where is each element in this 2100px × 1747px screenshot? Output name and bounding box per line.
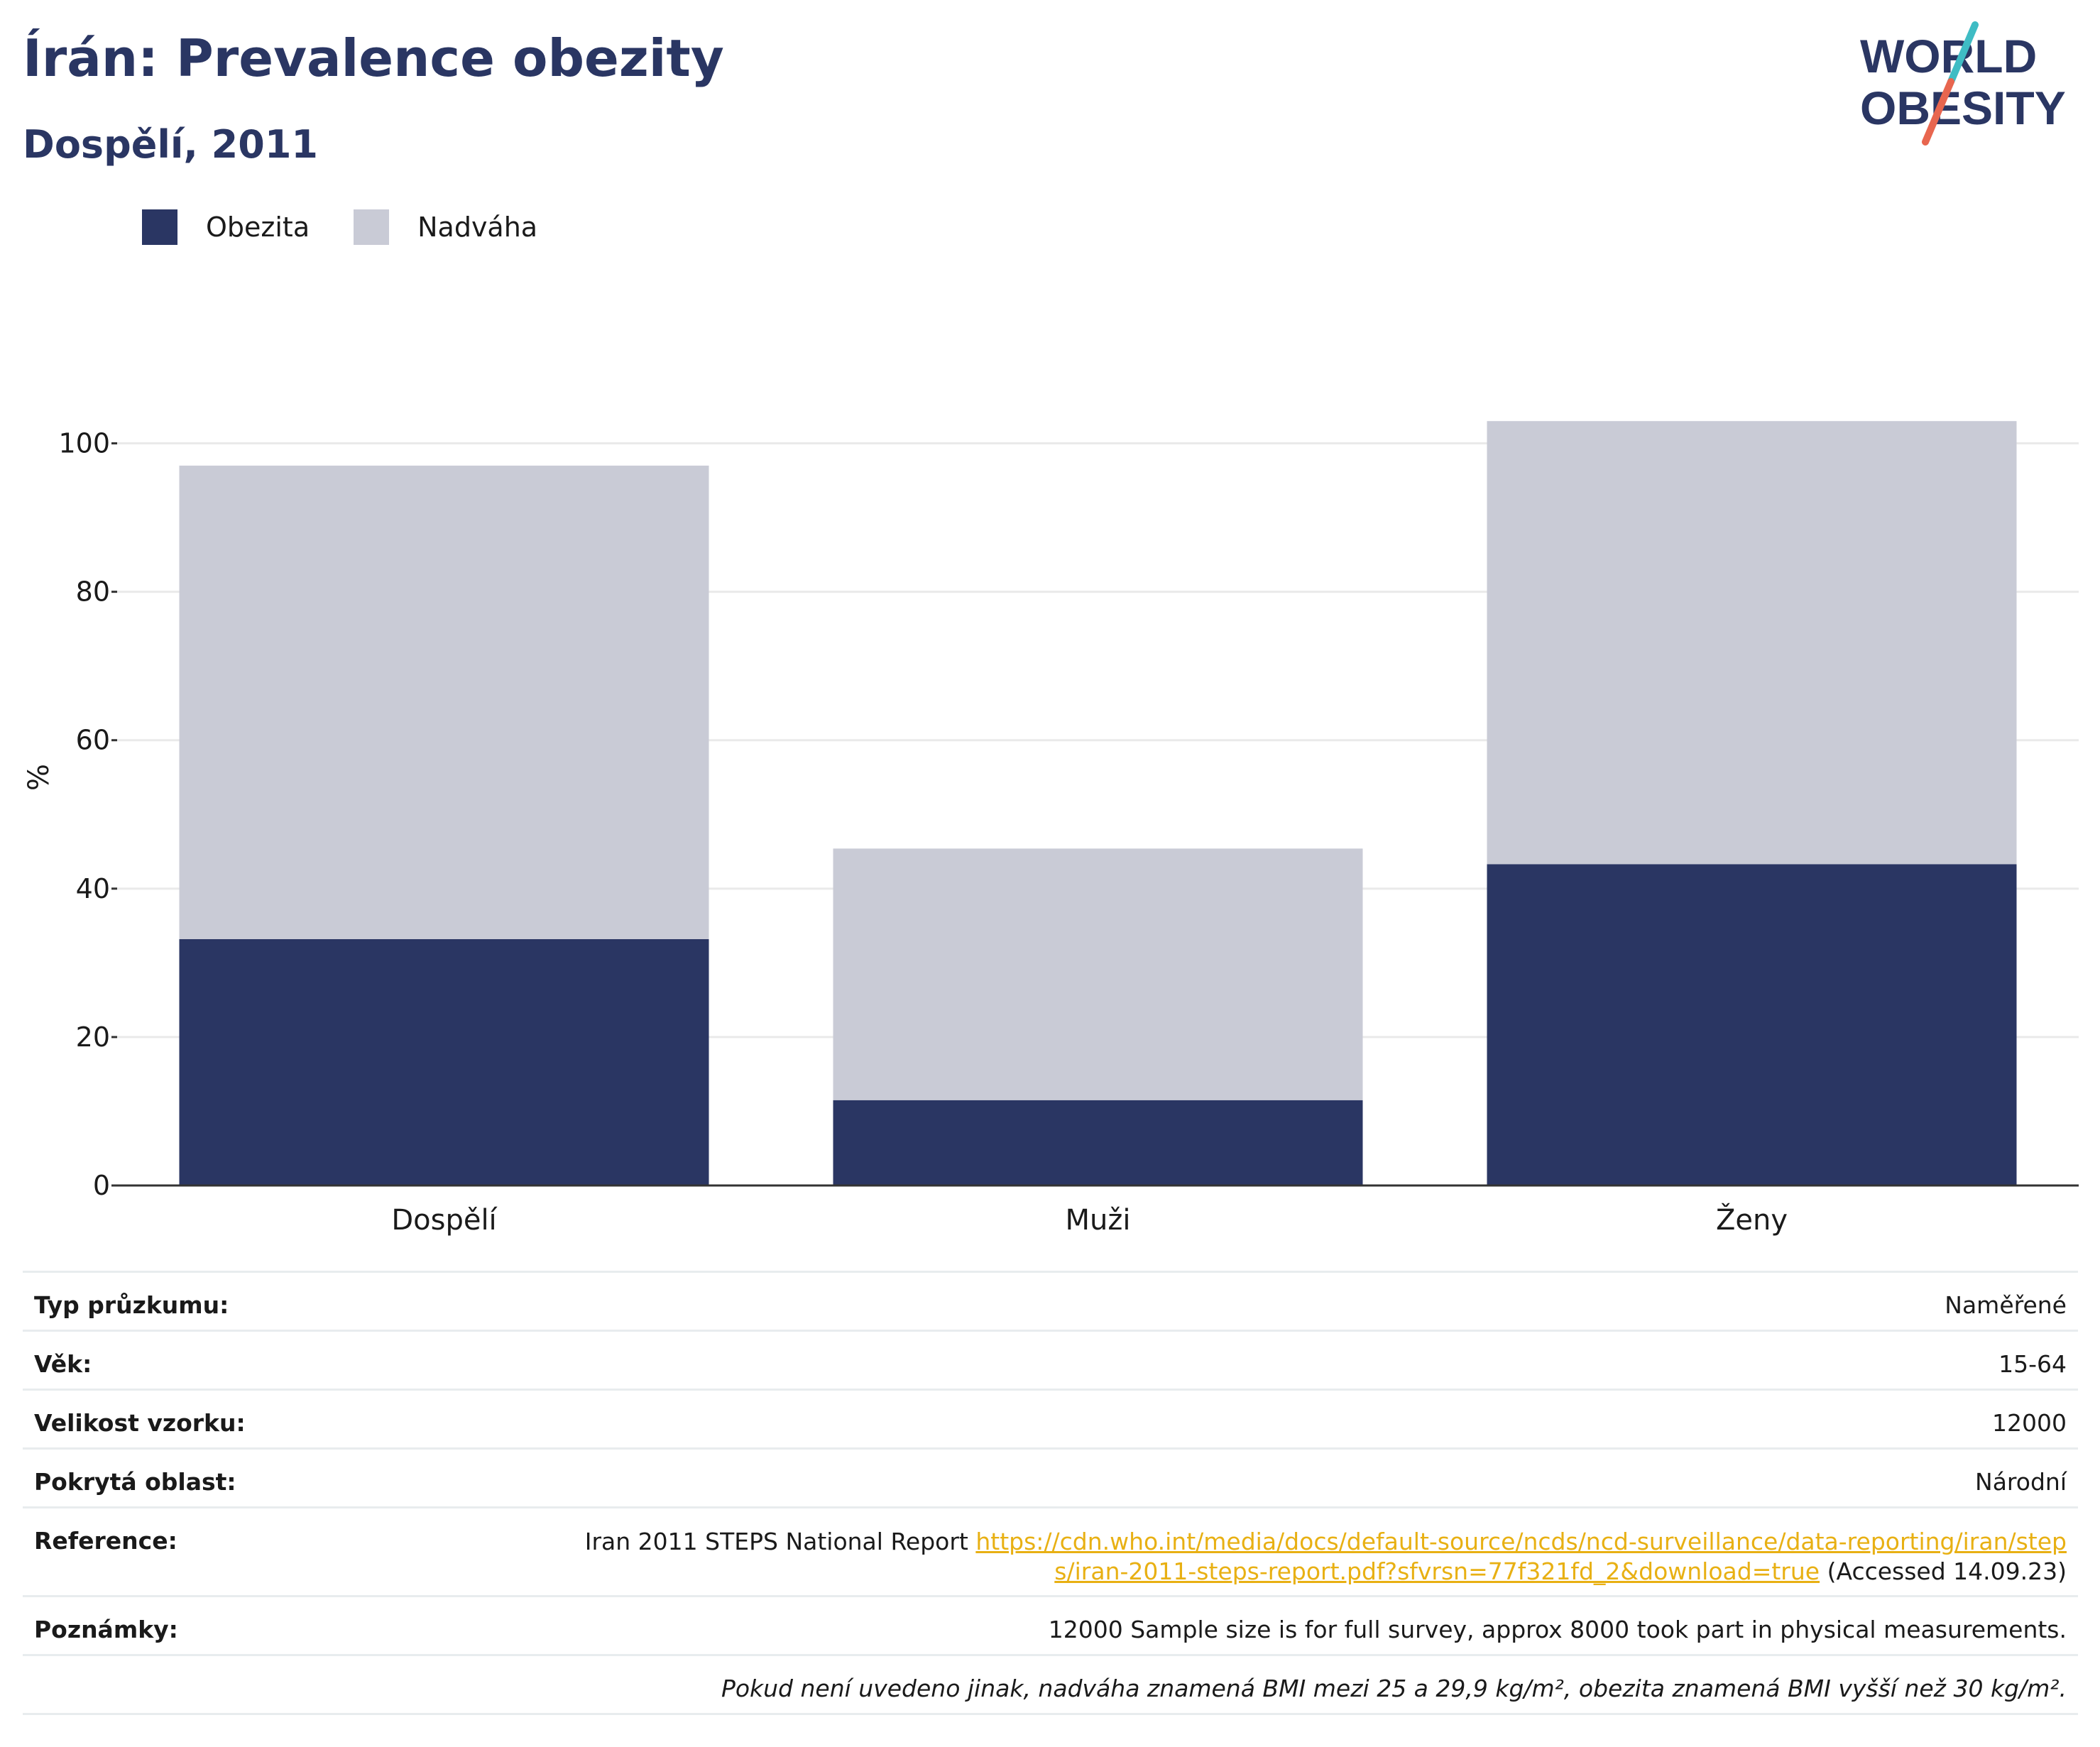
area-value: Národní — [1975, 1468, 2067, 1496]
row-area: Pokrytá oblast: Národní — [23, 1450, 2078, 1508]
page-subtitle: Dospělí, 2011 — [23, 122, 318, 167]
legend-swatch-obesity — [142, 209, 177, 245]
notes-value: 12000 Sample size is for full survey, ap… — [1048, 1616, 2067, 1643]
row-age: Věk: 15-64 — [23, 1332, 2078, 1391]
page-title: Írán: Prevalence obezity — [23, 28, 724, 88]
reference-value: Iran 2011 STEPS National Report https://… — [576, 1508, 2067, 1595]
y-axis-label: % — [23, 764, 55, 791]
sample-size-value: 12000 — [1992, 1409, 2067, 1437]
reference-accessed: (Accessed 14.09.23) — [1827, 1557, 2067, 1585]
bar-overweight — [1487, 421, 2017, 865]
legend-label-overweight: Nadváha — [417, 212, 538, 243]
logo-slash-teal — [1947, 21, 1979, 85]
sample-size-label: Velikost vzorku: — [34, 1409, 246, 1437]
y-tick-label: 60 — [76, 725, 110, 756]
bmi-definition-note: Pokud není uvedeno jinak, nadváha znamen… — [721, 1675, 2067, 1702]
y-tick-label: 40 — [76, 873, 110, 904]
age-value: 15-64 — [1998, 1350, 2067, 1378]
world-obesity-logo: WORLD OBESITY — [1860, 21, 2066, 146]
chart-legend: Obezita Nadváha — [142, 209, 581, 245]
x-tick-label: Dospělí — [391, 1204, 498, 1237]
row-reference: Reference: Iran 2011 STEPS National Repo… — [23, 1508, 2078, 1597]
row-survey-type: Typ průzkumu: Naměřené — [23, 1271, 2078, 1332]
reference-text: Iran 2011 STEPS National Report — [584, 1528, 968, 1555]
bar-overweight — [833, 848, 1363, 1100]
y-tick-label: 0 — [93, 1170, 110, 1201]
bar-obesity — [1487, 864, 2017, 1185]
survey-details-table: Typ průzkumu: Naměřené Věk: 15-64 Veliko… — [23, 1271, 2078, 1715]
age-label: Věk: — [34, 1350, 92, 1378]
bar-obesity — [833, 1100, 1363, 1185]
x-tick-label: Muži — [1066, 1204, 1131, 1237]
y-tick-label: 100 — [58, 428, 110, 459]
bar-chart: 0 20 40 60 80 100% Dospělí Muži Ženy — [23, 421, 2079, 1237]
survey-type-value: Naměřené — [1945, 1291, 2067, 1319]
area-label: Pokrytá oblast: — [34, 1468, 236, 1496]
legend-swatch-overweight — [354, 209, 390, 245]
notes-label: Poznámky: — [34, 1616, 178, 1643]
bar-obesity — [179, 938, 709, 1185]
logo-line1: WORLD — [1860, 30, 2037, 82]
y-tick-label: 80 — [76, 576, 110, 608]
x-tick-label: Ženy — [1716, 1203, 1788, 1237]
row-sample-size: Velikost vzorku: 12000 — [23, 1391, 2078, 1450]
reference-label: Reference: — [34, 1527, 177, 1555]
logo-slash-red — [1922, 78, 1954, 146]
survey-type-label: Typ průzkumu: — [34, 1291, 229, 1319]
row-notes: Poznámky: 12000 Sample size is for full … — [23, 1597, 2078, 1656]
row-definition: Pokud není uvedeno jinak, nadváha znamen… — [23, 1656, 2078, 1715]
reference-link[interactable]: https://cdn.who.int/media/docs/default-s… — [975, 1528, 2067, 1585]
y-tick-label: 20 — [76, 1022, 110, 1053]
logo-line2: OBESITY — [1860, 82, 2066, 134]
legend-label-obesity: Obezita — [206, 212, 310, 243]
bar-overweight — [179, 465, 709, 939]
